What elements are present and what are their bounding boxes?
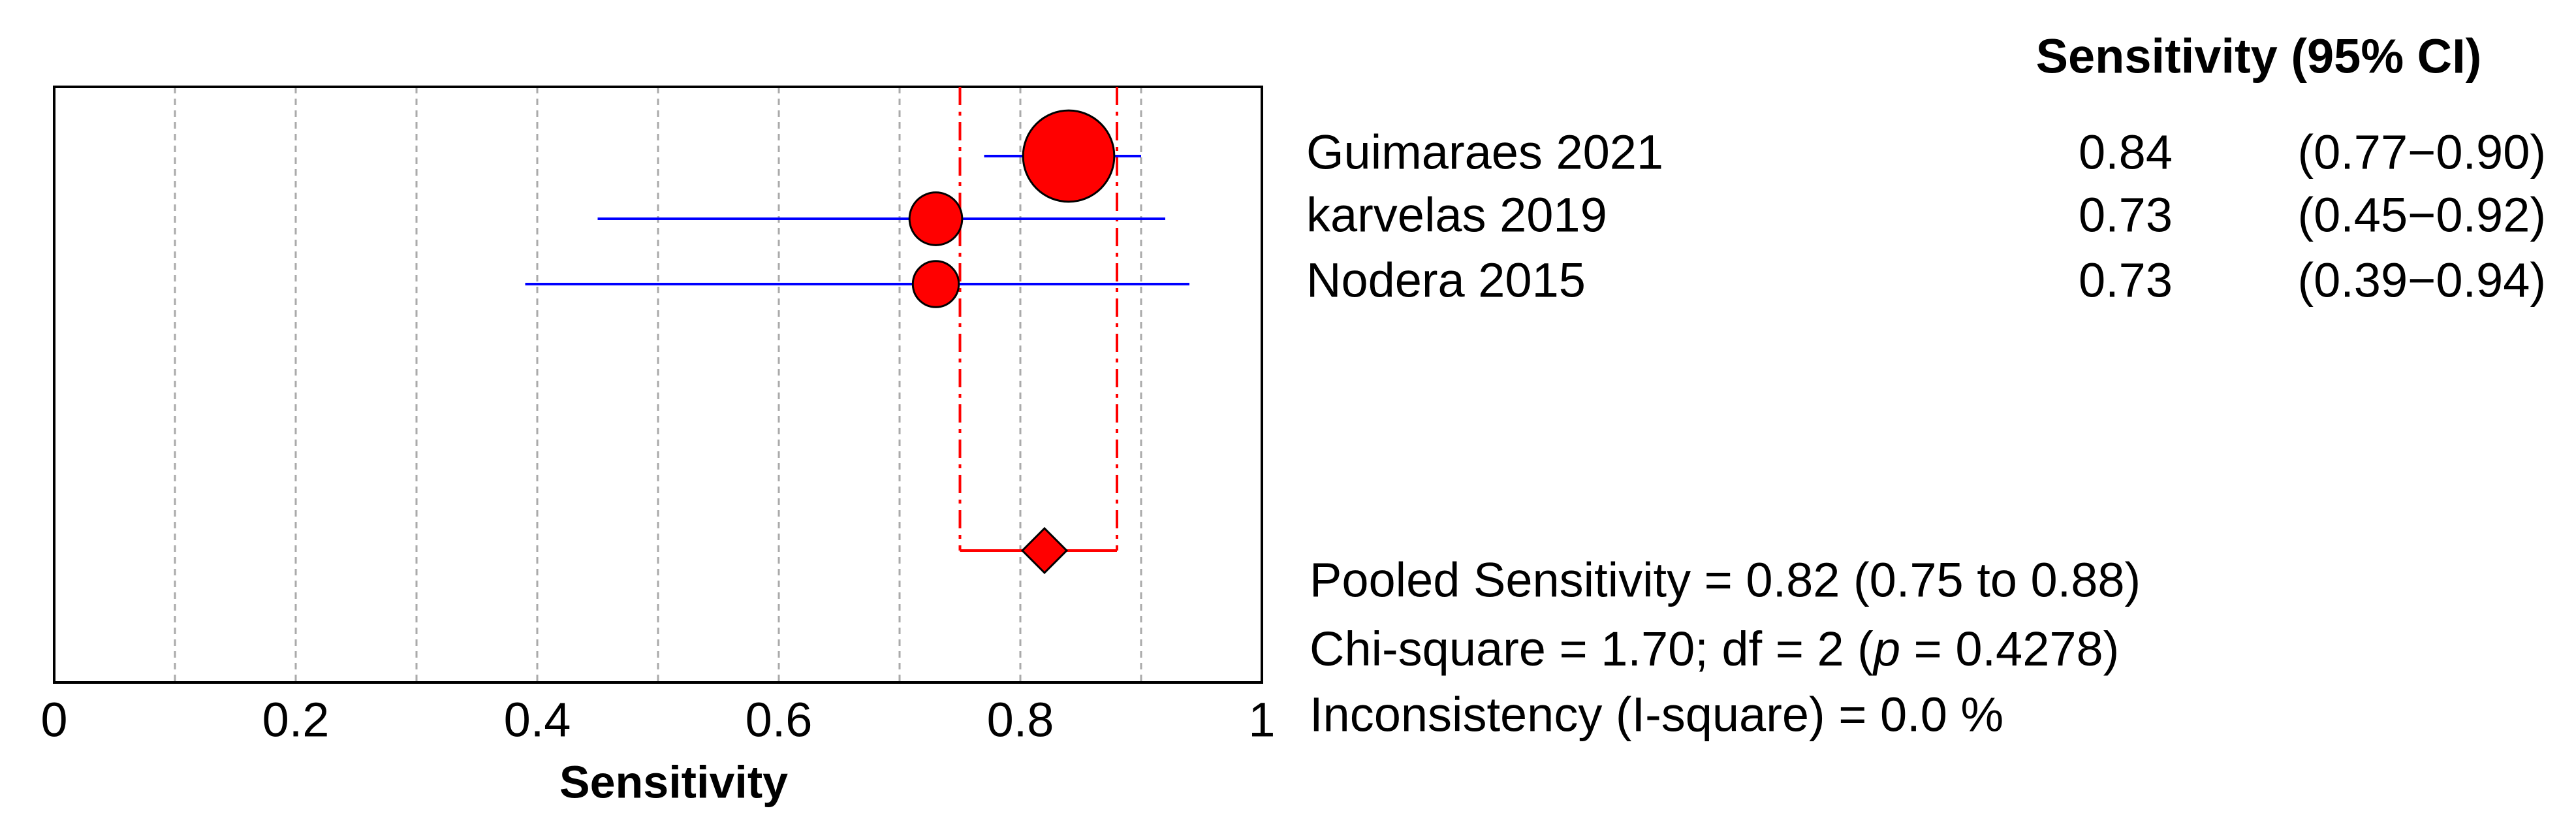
study-name: karvelas 2019 <box>1306 188 1607 242</box>
plot-frame <box>53 86 1263 684</box>
study-value: 0.73 <box>2079 253 2173 308</box>
study-ci: (0.77−0.90) <box>2297 125 2546 180</box>
column-header: Sensitivity (95% CI) <box>2036 29 2482 84</box>
x-tick-label: 0.2 <box>262 693 330 747</box>
p-part: = 0.4278) <box>1900 622 2119 676</box>
x-axis-label: Sensitivity <box>559 756 788 807</box>
study-point <box>1022 109 1116 203</box>
chi-part: Chi-square = 1.70; df = 2 ( <box>1310 622 1874 676</box>
p-symbol: p <box>1872 622 1900 676</box>
study-ci: (0.39−0.94) <box>2297 253 2546 308</box>
chi-text: Chi-square = 1.70; df = 2 (p = 0.4278) <box>1310 622 2119 676</box>
study-point <box>911 260 960 308</box>
inconsistency-text: Inconsistency (I-square) = 0.0 % <box>1310 688 2003 742</box>
pooled-diamond <box>1020 526 1069 575</box>
study-value: 0.84 <box>2079 125 2173 180</box>
x-tick-label: 0.8 <box>987 693 1054 747</box>
study-value: 0.73 <box>2079 188 2173 242</box>
x-tick-label: 1 <box>1248 693 1275 747</box>
study-point <box>908 191 964 246</box>
x-tick-label: 0.4 <box>504 693 571 747</box>
study-name: Nodera 2015 <box>1306 253 1586 308</box>
x-tick-label: 0 <box>40 693 67 747</box>
x-tick-label: 0.6 <box>746 693 813 747</box>
study-name: Guimaraes 2021 <box>1306 125 1663 180</box>
pooled-text: Pooled Sensitivity = 0.82 (0.75 to 0.88) <box>1310 553 2141 607</box>
study-ci: (0.45−0.92) <box>2297 188 2546 242</box>
